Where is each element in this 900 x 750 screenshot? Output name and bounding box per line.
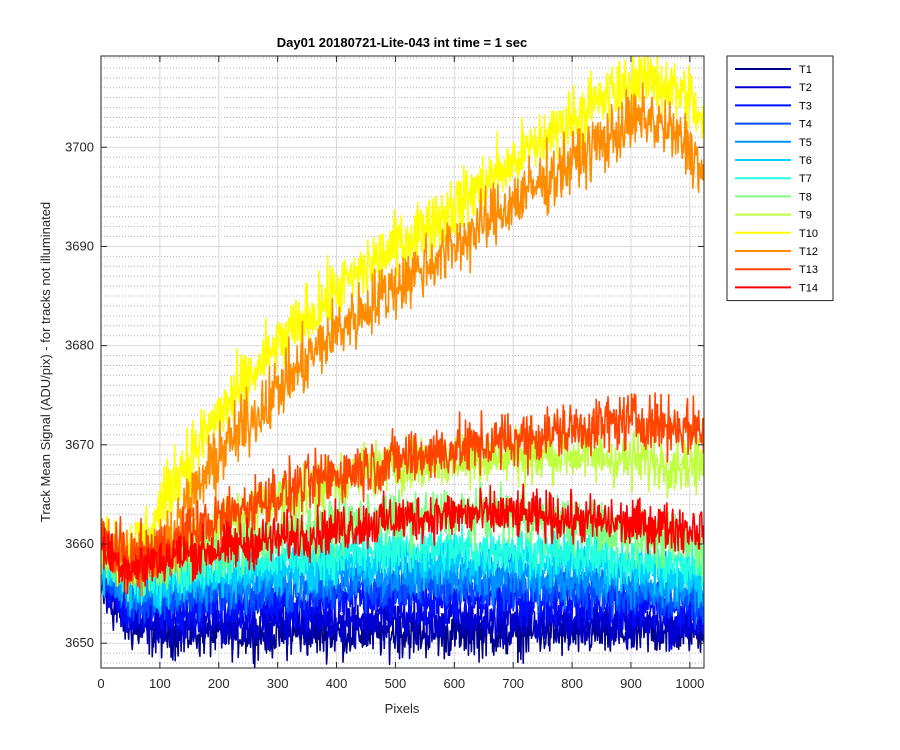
series-line-t14 bbox=[101, 483, 704, 595]
legend-label: T3 bbox=[799, 100, 812, 112]
series-line-t12 bbox=[101, 82, 704, 597]
x-tick-label: 1000 bbox=[675, 676, 704, 691]
legend-label: T14 bbox=[799, 282, 818, 294]
legend-label: T7 bbox=[799, 173, 812, 185]
x-tick-label: 400 bbox=[326, 676, 348, 691]
legend-label: T1 bbox=[799, 64, 812, 76]
legend: T1 T2 T3 T4 T5 T6 T7 T8 T9 T10 T12 T13 T14 bbox=[726, 55, 834, 302]
legend-label: T8 bbox=[799, 191, 812, 203]
x-tick-label: 900 bbox=[620, 676, 642, 691]
plot-frame bbox=[100, 55, 705, 669]
axis-ticks: 0 100 200 300 400 500 600 700 800 900 1000 3650 3660… bbox=[65, 56, 704, 691]
chart-title: Day01 20180721-Lite-043 int time = 1 sec bbox=[277, 35, 527, 50]
y-axis-label: Track Mean Signal (ADU/pix) - for tracks… bbox=[38, 202, 53, 522]
y-tick-label: 3650 bbox=[65, 635, 94, 650]
legend-label: T12 bbox=[799, 246, 818, 258]
y-tick-label: 3670 bbox=[65, 437, 94, 452]
x-tick-label: 600 bbox=[443, 676, 465, 691]
y-tick-label: 3690 bbox=[65, 238, 94, 253]
y-tick-label: 3700 bbox=[65, 139, 94, 154]
series-line-t5 bbox=[101, 536, 704, 618]
y-tick-label: 3680 bbox=[65, 338, 94, 353]
y-tick-label: 3660 bbox=[65, 536, 94, 551]
x-axis-label: Pixels bbox=[385, 701, 420, 716]
x-tick-label: 500 bbox=[385, 676, 407, 691]
x-tick-label: 200 bbox=[208, 676, 230, 691]
legend-label: T10 bbox=[799, 228, 818, 240]
legend-label: T2 bbox=[799, 82, 812, 94]
legend-label: T13 bbox=[799, 264, 818, 276]
legend-label: T5 bbox=[799, 137, 812, 149]
series-group bbox=[101, 56, 704, 668]
x-tick-label: 0 bbox=[97, 676, 104, 691]
x-tick-label: 100 bbox=[149, 676, 171, 691]
x-tick-label: 700 bbox=[502, 676, 524, 691]
series-line-t7 bbox=[101, 519, 704, 607]
legend-label: T9 bbox=[799, 210, 812, 222]
series-line-t13 bbox=[101, 392, 704, 589]
x-tick-label: 300 bbox=[267, 676, 289, 691]
legend-label: T6 bbox=[799, 155, 812, 167]
legend-label: T4 bbox=[799, 119, 812, 131]
x-tick-label: 800 bbox=[561, 676, 583, 691]
